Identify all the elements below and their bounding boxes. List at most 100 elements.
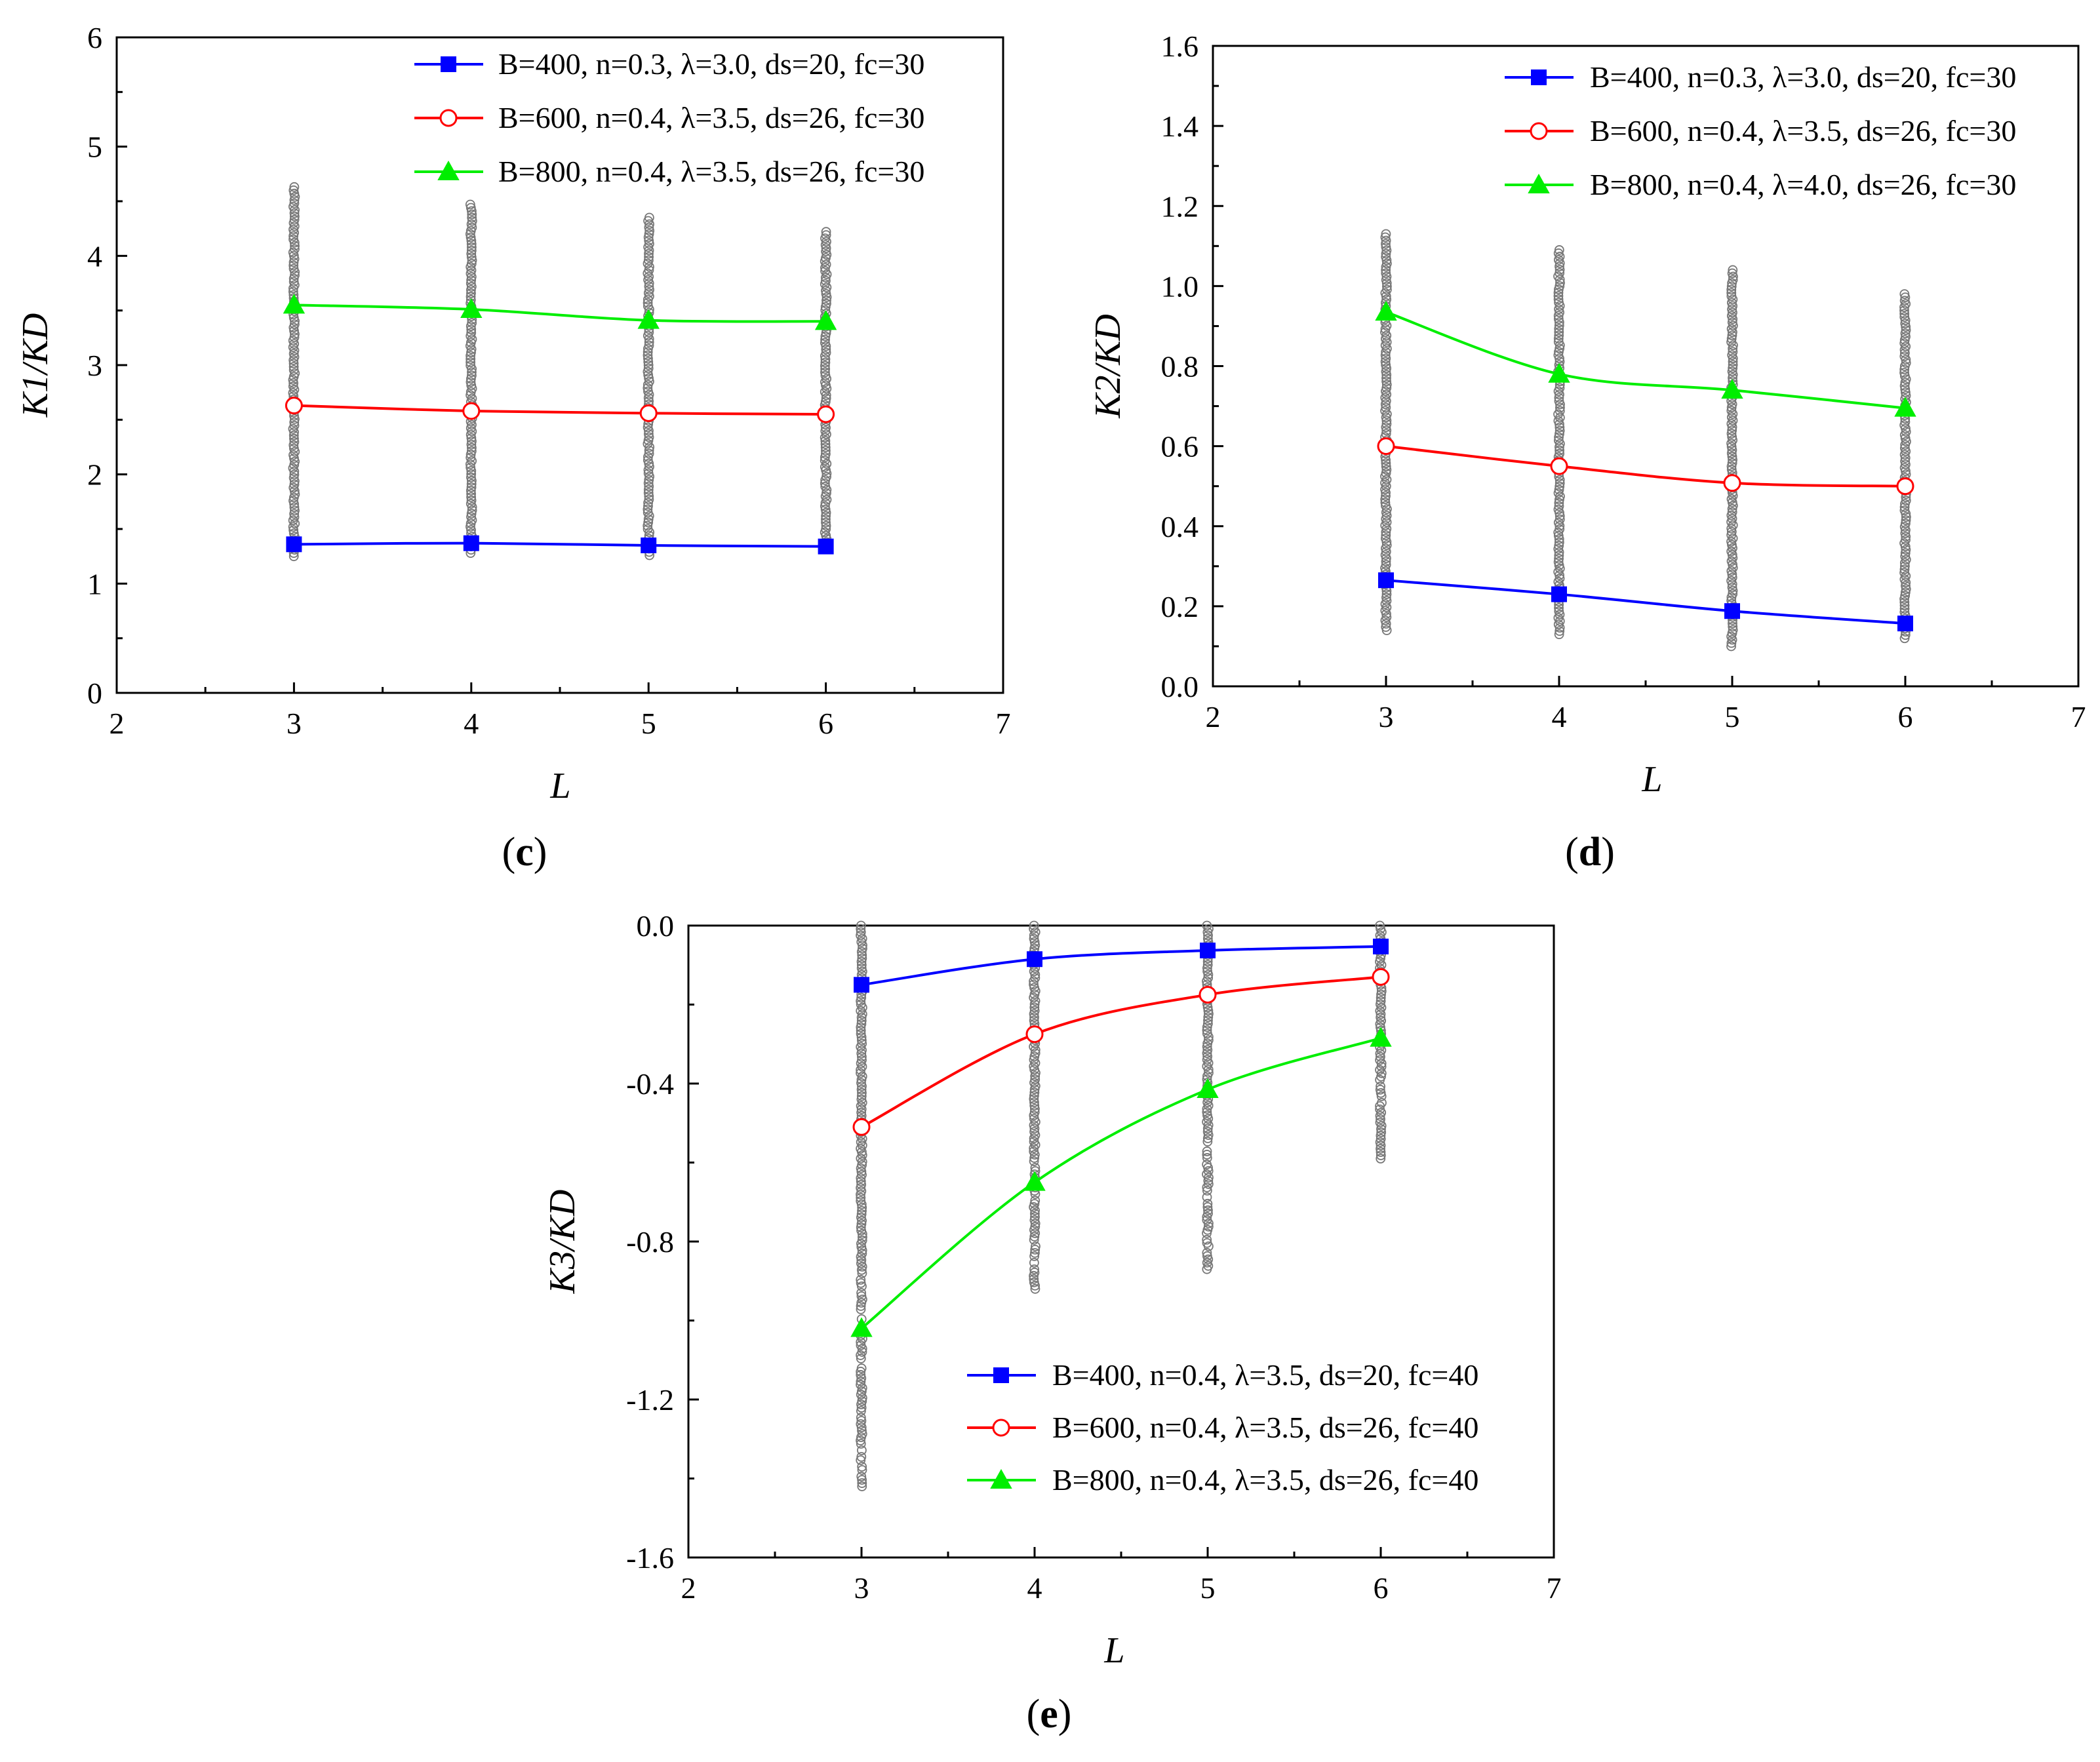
scatter-point [644, 373, 654, 383]
scatter-point [1204, 1009, 1214, 1019]
scatter-point [1900, 561, 1910, 572]
scatter-point [1202, 1107, 1212, 1117]
scatter-point [856, 1222, 866, 1232]
scatter-point [466, 347, 476, 358]
x-tick-label: 6 [1898, 700, 1913, 734]
scatter-point [821, 514, 831, 524]
scatter-point [1376, 992, 1386, 1003]
y-tick-label: 0.0 [637, 909, 675, 943]
data-point [463, 535, 479, 551]
series-red [1377, 437, 1914, 496]
scatter-point [1554, 547, 1564, 557]
scatter-point [288, 273, 299, 284]
scatter-point [466, 377, 476, 387]
scatter-point [1555, 445, 1565, 456]
scatter-point [1202, 1264, 1212, 1274]
scatter-point [856, 1373, 867, 1383]
scatter-point [856, 1179, 867, 1190]
scatter-point [1728, 455, 1737, 465]
scatter-point [1901, 355, 1911, 365]
scatter-point [1901, 532, 1911, 542]
data-point [1199, 985, 1217, 1004]
scatter-point [289, 195, 300, 205]
scatter-point [1555, 623, 1565, 633]
y-tick-label: 0.8 [1161, 350, 1199, 383]
scatter-point [1900, 440, 1911, 450]
scatter-point [643, 504, 653, 515]
scatter-point [856, 1078, 866, 1088]
scatter-point [1202, 1038, 1213, 1049]
scatter-point [289, 486, 300, 496]
panel-paren-open: ( [502, 830, 516, 874]
scatter-point [856, 1406, 866, 1416]
data-point [1027, 951, 1042, 968]
scatter-point [289, 326, 299, 336]
scatter-point [644, 262, 654, 272]
data-point [1548, 362, 1570, 383]
x-tick-label: 6 [1374, 1571, 1389, 1605]
legend-entry: B=400, n=0.3, λ=3.0, ds=20, fc=30 [498, 47, 924, 81]
legend-entry: B=800, n=0.4, λ=3.5, ds=26, fc=40 [1052, 1463, 1478, 1497]
scatter-point [1202, 1045, 1213, 1055]
scatter-point [1899, 305, 1909, 315]
y-tick-label: 0.4 [1161, 510, 1199, 543]
scatter-point [1553, 288, 1564, 298]
scatter-point [1553, 530, 1564, 541]
scatter-point [1030, 969, 1040, 980]
scatter-point [466, 271, 477, 282]
series-red [285, 397, 835, 423]
scatter-point [289, 509, 300, 519]
scatter-point [466, 248, 477, 259]
y-tick-label: -1.2 [626, 1383, 674, 1417]
scatter-point [1899, 594, 1909, 604]
scatter-point [1555, 265, 1565, 275]
scatter-point [1555, 429, 1564, 439]
scatter-point [643, 232, 654, 243]
data-point [637, 309, 660, 329]
scatter-point [1029, 1143, 1039, 1153]
scatter-point [1727, 304, 1737, 315]
scatter-point [1901, 581, 1911, 591]
scatter-point [643, 357, 654, 367]
y-axis-label: K1/KD [15, 313, 56, 418]
scatter-point [1726, 429, 1737, 439]
scatter-point [1899, 597, 1910, 608]
data-point [286, 536, 302, 553]
scatter-point [1381, 465, 1392, 475]
scatter-point [1553, 557, 1564, 567]
scatter-point [644, 527, 655, 538]
scatter-point [289, 211, 300, 222]
scatter-point [1029, 1150, 1040, 1160]
scatter-point [1554, 393, 1564, 403]
scatter-point [1381, 619, 1391, 629]
scatter-point [1202, 1153, 1212, 1163]
scatter-point [1900, 456, 1911, 467]
scatter-point [1381, 530, 1391, 541]
scatter-point [856, 1048, 867, 1059]
scatter-point [1901, 584, 1911, 595]
scatter-column [1553, 245, 1565, 640]
scatter-point [1727, 425, 1737, 435]
scatter-point [1030, 1045, 1040, 1055]
x-tick-label: 7 [996, 707, 1011, 740]
series-line [294, 541, 826, 548]
scatter-point [466, 519, 476, 528]
scatter-point [857, 1478, 867, 1488]
scatter-point [1727, 503, 1737, 514]
scatter-point [856, 1238, 866, 1249]
scatter-column [288, 182, 300, 562]
data-point [1896, 477, 1914, 496]
y-axis-label: K3/KD [542, 1190, 583, 1295]
y-tick-label: 4 [87, 239, 102, 273]
scatter-point [1029, 1012, 1039, 1023]
scatter-point [856, 1251, 866, 1262]
scatter-point [288, 257, 299, 267]
scatter-point [1555, 481, 1565, 492]
scatter-point [1381, 363, 1392, 374]
scatter-point [466, 485, 476, 496]
scatter-point [856, 927, 866, 937]
scatter-point [1029, 1009, 1039, 1019]
scatter-point [1381, 455, 1391, 465]
scatter-point [856, 1274, 866, 1285]
scatter-point [856, 1199, 867, 1209]
